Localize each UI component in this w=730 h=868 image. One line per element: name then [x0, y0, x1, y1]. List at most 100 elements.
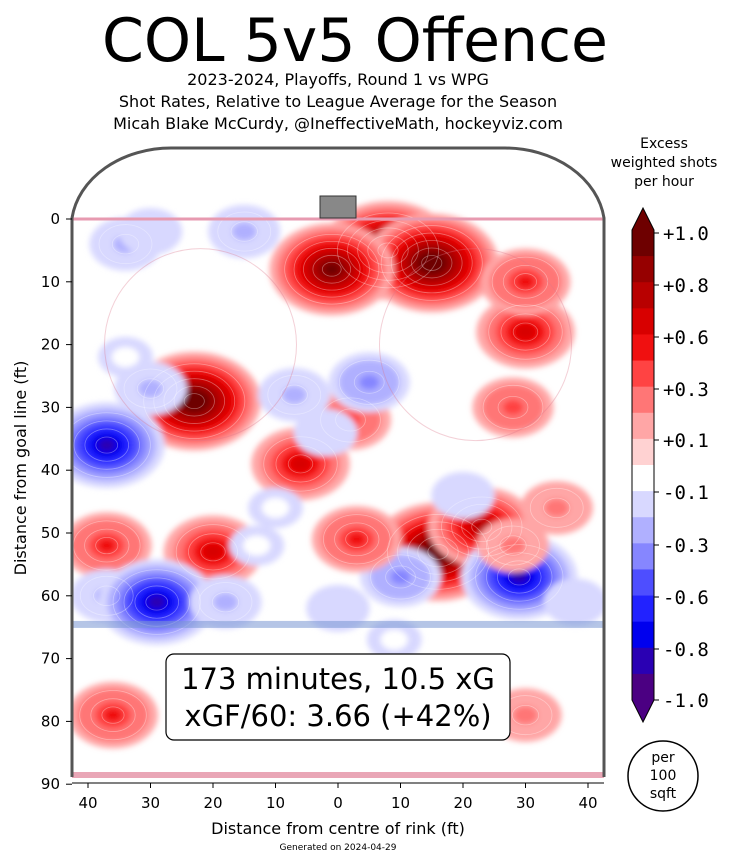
contour-30-1 — [211, 591, 240, 613]
contour-2-3 — [303, 247, 361, 291]
heat-spot-25-level-3 — [390, 569, 411, 585]
heat-spot-29-level-6 — [148, 595, 166, 609]
contour-4-3 — [491, 256, 560, 307]
contour-2-5 — [284, 233, 380, 305]
y-tick-label: 70 — [41, 650, 60, 668]
y-axis-label: Distance from goal line (ft) — [11, 361, 30, 576]
contour-19-4 — [72, 412, 151, 478]
generated-date: Generated on 2024-04-29 — [279, 843, 397, 853]
x-axis-label: Distance from centre of rink (ft) — [211, 819, 465, 838]
colorbar-tick-label: -0.8 — [663, 639, 709, 661]
contour-0-2 — [367, 235, 409, 266]
contour-1-5 — [380, 225, 483, 301]
y-tick-label: 40 — [41, 461, 60, 479]
subtitle-season: 2023-2024, Playoffs, Round 1 vs WPG — [187, 70, 489, 89]
heat-spot-16-level-1 — [111, 347, 140, 368]
x-tick-label: 20 — [203, 794, 222, 812]
faceoff-circle-left — [104, 248, 297, 442]
contour-24-3 — [486, 552, 553, 602]
heat-spot-15-level-2 — [513, 706, 538, 725]
colorbar-band-0 — [632, 230, 654, 257]
colorbar-tick-label: -0.3 — [663, 535, 709, 557]
contour-8-4 — [441, 496, 523, 557]
contour-11-1 — [200, 542, 226, 562]
colorbar-band-13 — [632, 569, 654, 597]
subtitle-metric: Shot Rates, Relative to League Average f… — [118, 92, 558, 111]
heat-spot-34-level-4 — [347, 532, 366, 546]
rink-boards — [70, 146, 606, 777]
heat-spot-11-level-4 — [203, 544, 223, 560]
colorbar-title-line: per hour — [634, 174, 694, 190]
contour-4-2 — [502, 264, 549, 299]
contour-3-3 — [488, 304, 563, 360]
colorbar-top-arrow — [632, 208, 654, 230]
contour-15-1 — [511, 704, 540, 726]
heat-blobs — [72, 201, 604, 749]
contour-7-5 — [386, 514, 489, 590]
contour-28-1 — [93, 585, 121, 606]
colorbar-tick-label: +0.1 — [663, 430, 709, 452]
colorbar-tick-label: +0.8 — [663, 275, 709, 297]
heat-spot-26-level-2 — [232, 222, 257, 241]
heat-spot-23-level-1 — [447, 483, 479, 508]
scale-note-line: sqft — [650, 786, 677, 802]
heat-spot-3-level-4 — [515, 324, 536, 340]
colorbar-band-15 — [632, 621, 654, 649]
heat-spot-18-level-2 — [138, 379, 163, 398]
page-title: COL 5v5 Offence — [102, 6, 608, 76]
contour-11-2 — [188, 533, 238, 571]
x-tick-label: 10 — [266, 794, 285, 812]
contour-3-1 — [512, 322, 539, 342]
contour-29-4 — [112, 569, 201, 635]
contour-25-2 — [370, 554, 431, 600]
y-tick-label: 90 — [41, 775, 60, 793]
colorbar-band-14 — [632, 595, 654, 623]
contour-19-1 — [95, 436, 119, 454]
contour-5-2 — [173, 385, 215, 417]
scale-note-circle — [627, 740, 699, 812]
colorbar-tick-label: -0.1 — [663, 482, 709, 504]
colorbar-band-2 — [632, 282, 654, 309]
colorbar-title-line: weighted shots — [611, 155, 718, 171]
contour-3-2 — [500, 313, 551, 351]
heat-spot-30-level-2 — [213, 593, 238, 611]
y-tick-label: 50 — [41, 524, 60, 542]
colorbar-band-10 — [632, 491, 654, 518]
contour-34-1 — [345, 530, 369, 548]
colorbar-bottom-arrow — [632, 700, 654, 722]
colorbar-band-7 — [632, 412, 654, 440]
heat-spot-31-level-1 — [322, 596, 354, 621]
contour-21-1 — [280, 384, 308, 406]
contour-35-2 — [486, 525, 540, 566]
heat-spot-4-level-4 — [516, 275, 535, 289]
contour-5-5 — [143, 363, 246, 439]
contour-14-1 — [101, 706, 125, 724]
contour-18-2 — [123, 368, 178, 409]
colorbar-title-line: Excess — [640, 136, 688, 152]
contour-35-1 — [499, 535, 527, 556]
heat-spot-24-level-6 — [510, 570, 528, 584]
contour-19-3 — [73, 420, 140, 470]
colorbar-band-17 — [632, 673, 654, 701]
heat-spot-37-level-1 — [380, 629, 408, 650]
contour-21-2 — [267, 374, 322, 415]
colorbar-band-16 — [632, 647, 654, 675]
contour-24-2 — [496, 560, 542, 594]
colorbar-tick-label: -0.6 — [663, 587, 709, 609]
colorbar-band-8 — [632, 438, 654, 466]
colorbar-tick-label: +1.0 — [663, 223, 709, 245]
colorbar-band-11 — [632, 517, 654, 544]
contour-1-2 — [411, 247, 453, 279]
heat-spot-33-level-1 — [243, 535, 271, 556]
contour-12-2 — [84, 528, 130, 563]
colorbar-band-9 — [632, 465, 654, 492]
heat-spot-22-level-1 — [309, 420, 342, 445]
contour-28-2 — [79, 575, 134, 616]
contour-5-3 — [163, 378, 226, 424]
heat-spot-19-level-6 — [98, 438, 116, 452]
y-tick-label: 80 — [41, 712, 60, 730]
contour-34-2 — [334, 522, 380, 557]
contour-10-1 — [335, 408, 366, 432]
heat-layer — [72, 201, 604, 749]
